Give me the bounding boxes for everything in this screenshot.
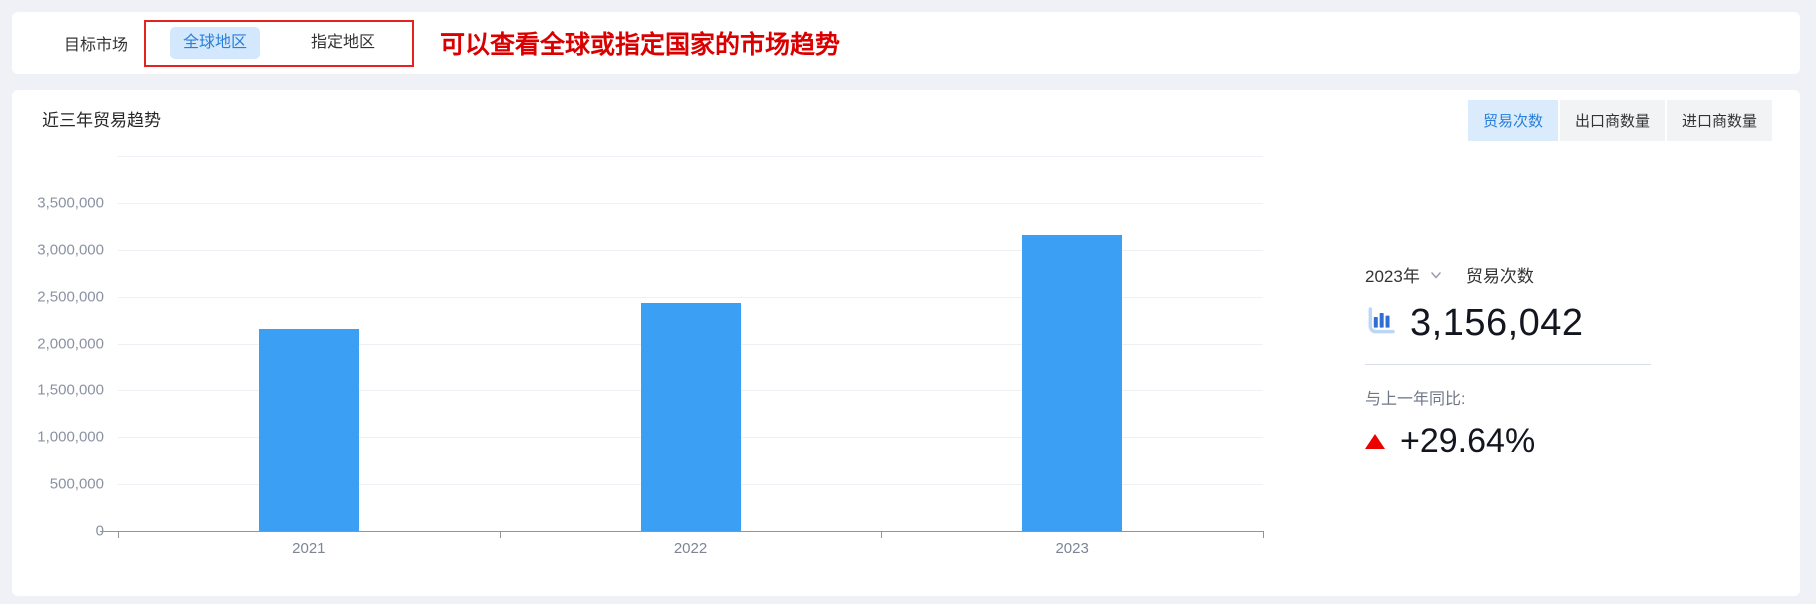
- tab-specified-region[interactable]: 指定地区: [298, 27, 388, 58]
- bar-2022[interactable]: [640, 302, 741, 531]
- summary-panel: 2023年 贸易次数 3,156,042 与上一年同比:: [1365, 262, 1675, 461]
- trade-trend-card: 近三年贸易趋势 贸易次数 出口商数量 进口商数量 0 500,000 1,000,0…: [12, 90, 1800, 596]
- x-axis-category-label: 2023: [1055, 540, 1089, 557]
- gridline: [118, 156, 1263, 157]
- summary-divider: [1365, 364, 1651, 365]
- x-axis-tick: [881, 531, 883, 538]
- tab-global-region[interactable]: 全球地区: [170, 27, 261, 59]
- plot-area: 0 500,000 1,000,000 1,500,000 2,000,000 2,500…: [37, 156, 1264, 557]
- summary-value-row: 3,156,042: [1365, 302, 1675, 345]
- y-axis-tick-label: 1,000,000: [37, 428, 104, 446]
- metric-button-group: 贸易次数 出口商数量 进口商数量: [1467, 100, 1772, 141]
- card-title: 近三年贸易趋势: [42, 111, 161, 130]
- x-axis-tick: [1263, 531, 1264, 538]
- y-axis-tick-label: 2,500,000: [37, 288, 104, 306]
- bar-2023[interactable]: [1022, 235, 1123, 531]
- x-axis-tick: [499, 531, 501, 538]
- chevron-down-icon[interactable]: [1429, 268, 1443, 282]
- bar-chart-icon: [1365, 305, 1397, 342]
- yoy-row: +29.64%: [1365, 422, 1675, 461]
- gridline: [118, 296, 1263, 298]
- annotation-highlight-box: 全球地区 指定地区: [144, 19, 415, 67]
- metric-button-trade-count[interactable]: 贸易次数: [1467, 100, 1558, 141]
- summary-header-row: 2023年 贸易次数: [1365, 262, 1675, 287]
- y-axis-tick-label: 3,000,000: [37, 241, 104, 259]
- x-axis-category-label: 2021: [292, 540, 326, 557]
- summary-value: 3,156,042: [1410, 302, 1584, 344]
- y-axis-tick-label: 500,000: [49, 475, 104, 493]
- y-axis-tick-label: 2,000,000: [37, 335, 104, 352]
- target-market-bar: 目标市场 全球地区 指定地区 可以查看全球或指定国家的市场趋势: [12, 12, 1800, 74]
- metric-button-importer-count[interactable]: 进口商数量: [1666, 100, 1772, 141]
- x-axis-category-label: 2022: [673, 540, 708, 557]
- x-axis-line: [100, 531, 1263, 532]
- gridline: [118, 249, 1263, 251]
- y-axis-tick-label: 1,500,000: [37, 381, 104, 399]
- summary-metric-label: 贸易次数: [1465, 267, 1534, 286]
- yoy-label: 与上一年同比:: [1365, 391, 1466, 408]
- target-market-label: 目标市场: [64, 37, 129, 54]
- year-select[interactable]: 2023年: [1365, 267, 1420, 286]
- bar-2021[interactable]: [258, 328, 359, 531]
- gridline: [118, 202, 1263, 204]
- trend-up-triangle-icon: [1365, 434, 1385, 449]
- x-axis-tick: [118, 531, 119, 538]
- y-axis-tick-label: 3,500,000: [37, 194, 104, 212]
- annotation-text: 可以查看全球或指定国家的市场趋势: [440, 32, 841, 59]
- y-axis-tick-label: 0: [95, 522, 104, 540]
- yoy-value: +29.64%: [1400, 422, 1536, 460]
- metric-button-exporter-count[interactable]: 出口商数量: [1559, 100, 1665, 141]
